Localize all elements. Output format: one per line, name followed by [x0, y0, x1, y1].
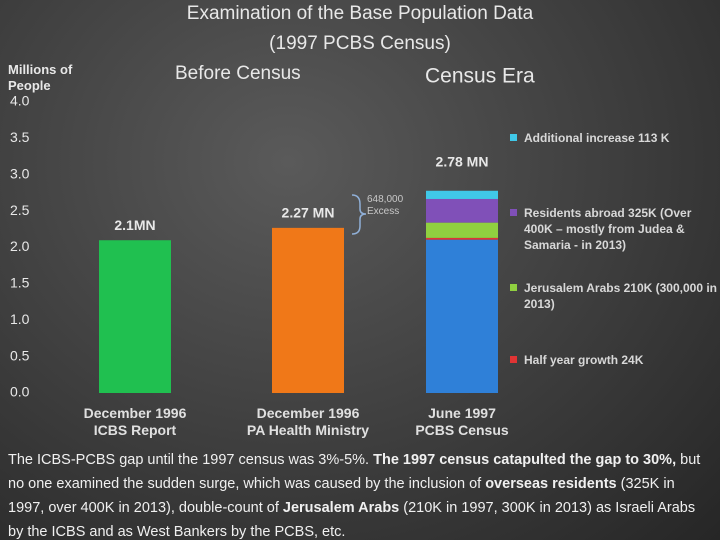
bar-segment	[426, 239, 498, 393]
bar-segment	[272, 227, 344, 393]
chart: Examination of the Base Population Data …	[10, 3, 535, 400]
footer-text: (325K in 1997, over 400K in 2013), doubl…	[8, 476, 675, 516]
footer-text: Jerusalem Arabs	[282, 500, 400, 516]
bar-segment	[426, 190, 498, 199]
footer-text: but no one examined the sudden surge, wh…	[8, 452, 701, 492]
y-tick-label: 2.5	[10, 202, 30, 218]
y-tick-label: 2.0	[10, 238, 30, 254]
footer-text: The 1997 census catapulted the gap to 30…	[373, 452, 677, 468]
title-line: (1997 PCBS Census)	[269, 33, 451, 54]
y-tick-label: 0.5	[10, 347, 30, 363]
value-label: 2.27 MN	[282, 205, 335, 221]
bar-segment	[426, 222, 498, 238]
footer-text: (210K in 1997, 300K in 2013) as Israeli …	[8, 500, 696, 540]
legend-text: Additional increase 113 K	[524, 131, 670, 145]
legend-entry: Half year growth 24K	[510, 352, 720, 368]
footer-text: overseas residents	[485, 476, 617, 492]
y-tick-label: 3.5	[10, 129, 30, 145]
legend-entry: Residents abroad 325K (Over 400K – mostl…	[510, 205, 720, 253]
bar-segment	[99, 240, 171, 393]
y-tick-label: 3.0	[10, 165, 30, 181]
legend-text: Half year growth 24K	[524, 353, 644, 367]
title-line: Examination of the Base Population Data	[187, 3, 534, 24]
y-tick-label: 4.0	[10, 93, 30, 109]
legend-swatch	[510, 356, 517, 363]
legend-text: Residents abroad 325K (Over 400K – mostl…	[524, 206, 692, 252]
legend-text: Jerusalem Arabs 210K (300,000 in 2013)	[524, 281, 718, 311]
header: Census Era	[425, 65, 535, 88]
legend-entry: Additional increase 113 K	[510, 130, 720, 146]
y-tick-label: 1.5	[10, 275, 30, 291]
bar-segment	[426, 198, 498, 223]
bar-segment	[426, 237, 498, 240]
brace	[351, 194, 367, 235]
legend-swatch	[510, 284, 517, 291]
x-tick-label: December 1996 ICBS Report	[83, 405, 187, 438]
x-tick-label: June 1997 PCBS Census	[415, 405, 509, 438]
excess-label: 648,000 Excess	[367, 194, 404, 217]
header: Before Census	[175, 63, 301, 84]
y-tick-label: 0.0	[10, 384, 30, 400]
legend-swatch	[510, 134, 517, 141]
y-axis-label: Millions of People	[8, 62, 73, 93]
footer-text: The ICBS-PCBS gap until the 1997 census …	[8, 452, 374, 468]
value-label: 2.1MN	[114, 217, 155, 233]
legend-entry: Jerusalem Arabs 210K (300,000 in 2013)	[510, 280, 720, 312]
y-tick-label: 1.0	[10, 311, 30, 327]
total-label: 2.78 MN	[436, 153, 489, 169]
footer: The ICBS-PCBS gap until the 1997 census …	[8, 448, 714, 540]
legend-swatch	[510, 209, 517, 216]
x-tick-label: December 1996 PA Health Ministry	[246, 405, 370, 438]
